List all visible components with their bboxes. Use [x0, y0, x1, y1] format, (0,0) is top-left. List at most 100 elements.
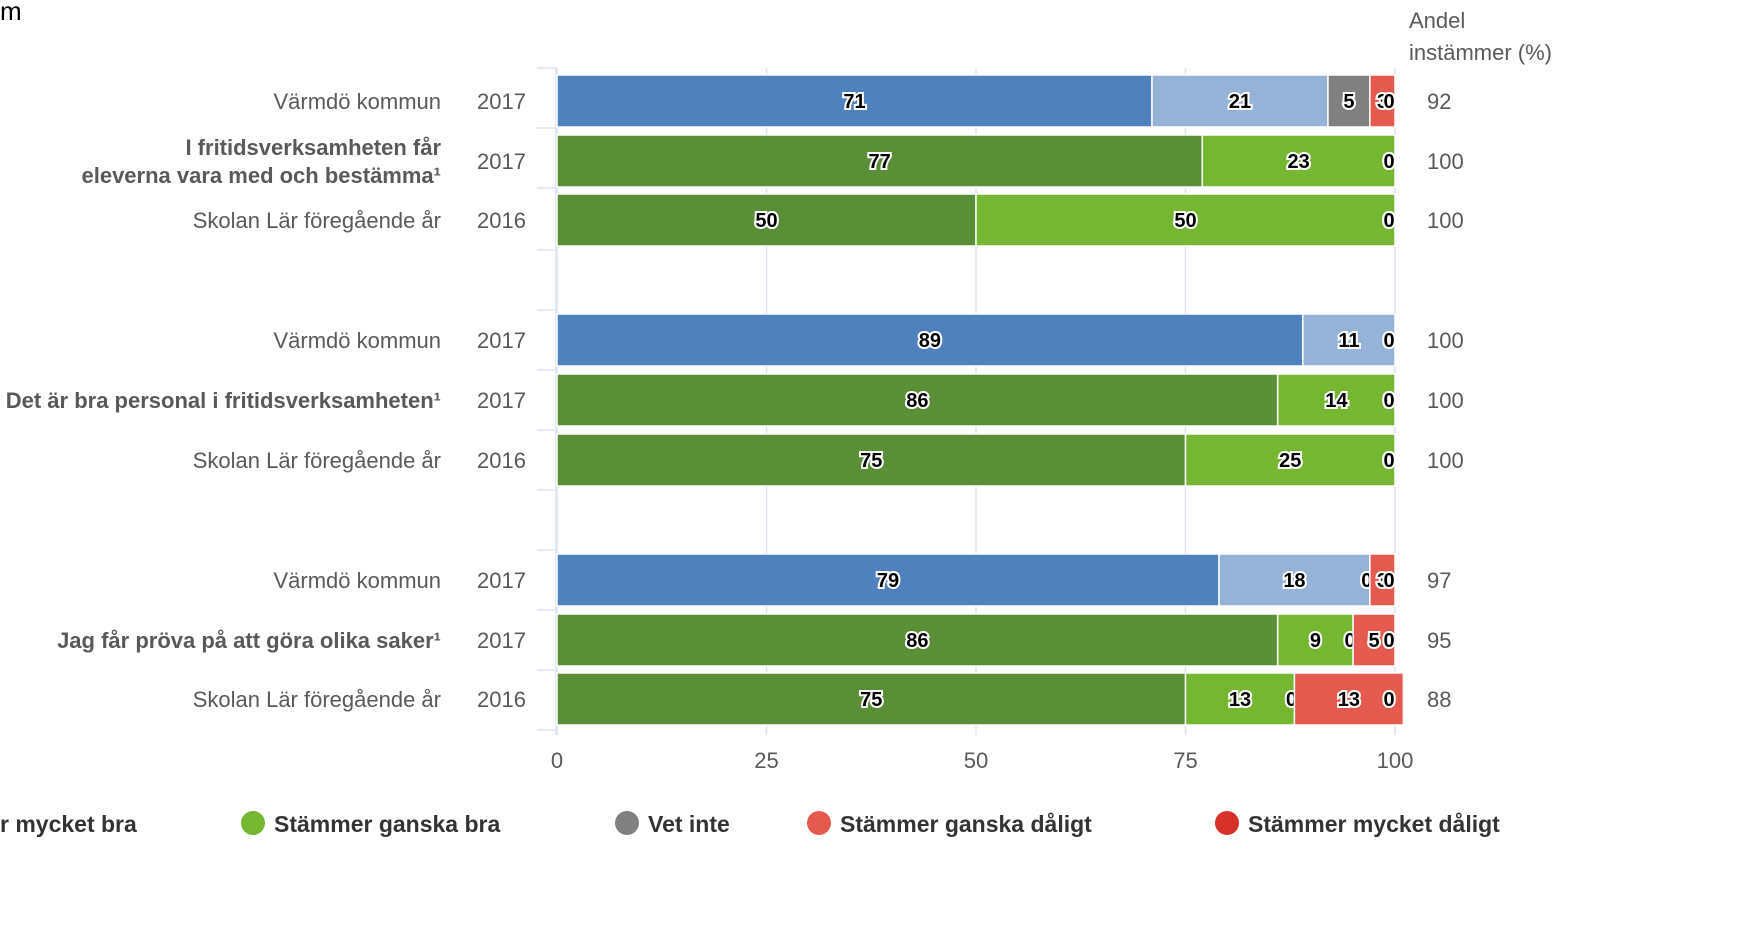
data-label: 79: [877, 570, 899, 592]
data-label: 21: [1229, 91, 1251, 113]
bar-segment-gb: [975, 193, 1396, 247]
bar-segment-gb: [1184, 672, 1296, 726]
data-label: 0: [1383, 330, 1394, 352]
data-label: 0: [1383, 210, 1394, 232]
row-name-label: Skolan Lär föregående år: [193, 208, 441, 233]
data-label: 89: [919, 330, 941, 352]
legend-label: Stämmer ganska bra: [274, 811, 500, 837]
chart-row-labels: 2017 92 Värmdö kommun 2017 100 I fritidsverks…: [6, 89, 1464, 712]
data-label: 50: [1174, 210, 1196, 232]
row-year-label: 2017: [477, 89, 526, 114]
legend-label: Stämmer mycket dåligt: [1248, 811, 1500, 837]
row-year-label: 2017: [477, 568, 526, 593]
row-year-label: 2017: [477, 149, 526, 174]
data-label: 0: [1383, 570, 1394, 592]
data-label: 5: [1368, 630, 1379, 652]
row-name-label: Skolan Lär föregående år: [193, 448, 441, 473]
row-percent-label: 100: [1427, 388, 1464, 413]
data-label: 0: [1383, 151, 1394, 173]
bar-segment-mb: [556, 373, 1279, 427]
row-percent-label: 88: [1427, 687, 1451, 712]
data-label: 0: [1383, 390, 1394, 412]
data-label: 14: [1325, 390, 1348, 412]
data-label: 23: [1288, 151, 1310, 173]
data-label: 86: [906, 630, 928, 652]
data-label: 13: [1229, 689, 1251, 711]
data-label: 0: [1383, 151, 1394, 173]
legend-label: Vet inte: [648, 811, 730, 837]
data-label: 75: [860, 450, 882, 472]
bar-segment-gd: [1352, 613, 1396, 667]
row-name-label: Värmdö kommun: [273, 328, 441, 353]
data-label: 0: [1383, 210, 1394, 232]
data-label: 0: [1383, 450, 1394, 472]
row-year-label: 2016: [477, 448, 526, 473]
question-label: eleverna vara med och bestämma¹: [81, 163, 441, 188]
bar-segment-mb: [556, 193, 977, 247]
top-text-fragment: m: [0, 0, 22, 26]
data-label: 13: [1338, 689, 1360, 711]
bar-segment-mb: [556, 313, 1304, 367]
data-label: 0: [1383, 390, 1394, 412]
chart-axis: 0 25 50 75 100: [537, 67, 1413, 773]
bar-segment-gb: [1151, 74, 1329, 128]
bar-segment-mb: [556, 672, 1187, 726]
bar-segment-gb: [1218, 553, 1371, 607]
legend-marker: [1215, 811, 1239, 835]
question-label: I fritidsverksamheten får: [185, 135, 441, 160]
data-label: 18: [1283, 570, 1305, 592]
data-label: 0: [1383, 210, 1394, 232]
legend-marker: [615, 811, 639, 835]
percent-header-line1: Andel: [1409, 8, 1465, 33]
legend-label: r mycket bra: [0, 811, 137, 837]
data-label: 0: [1383, 390, 1394, 412]
x-tick-label: 25: [754, 748, 778, 773]
percent-header-line2: instämmer (%): [1409, 40, 1552, 65]
row-percent-label: 100: [1427, 448, 1464, 473]
bar-segment-gb: [1184, 433, 1396, 487]
data-label: 75: [860, 689, 882, 711]
row-name-label: Värmdö kommun: [273, 89, 441, 114]
row-name-label: Värmdö kommun: [273, 568, 441, 593]
x-tick-label: 75: [1173, 748, 1197, 773]
bar-segment-gb: [1302, 313, 1396, 367]
bar-segment-vi: [1327, 74, 1371, 128]
x-tick-label: 50: [964, 748, 988, 773]
bar-segment-gb: [1276, 373, 1396, 427]
bar-segment-mb: [556, 74, 1153, 128]
question-label: Jag får pröva på att göra olika saker¹: [57, 628, 441, 653]
row-percent-label: 100: [1427, 149, 1464, 174]
data-label: 9: [1310, 630, 1321, 652]
data-label: 0: [1383, 91, 1394, 113]
chart-legend: r mycket bra Stämmer ganska bra Vet inte St…: [0, 811, 1500, 837]
row-percent-label: 92: [1427, 89, 1451, 114]
data-label: 0: [1383, 450, 1394, 472]
row-year-label: 2017: [477, 628, 526, 653]
row-percent-label: 100: [1427, 328, 1464, 353]
data-label: 0: [1383, 689, 1394, 711]
legend-marker: [241, 811, 265, 835]
row-year-label: 2017: [477, 388, 526, 413]
question-label: Det är bra personal i fritidsverksamhete…: [6, 388, 441, 413]
row-percent-label: 95: [1427, 628, 1451, 653]
data-label: 11: [1338, 330, 1359, 352]
row-year-label: 2016: [477, 208, 526, 233]
data-label: 3: [1377, 91, 1388, 113]
data-label: 86: [906, 390, 928, 412]
data-label: 25: [1279, 450, 1301, 472]
data-label: 71: [843, 91, 865, 113]
row-year-label: 2017: [477, 328, 526, 353]
bar-segment-gb: [1201, 134, 1396, 188]
row-name-label: Skolan Lär föregående år: [193, 687, 441, 712]
legend-marker: [807, 811, 831, 835]
data-label: 3: [1377, 570, 1388, 592]
bar-segment-gd: [1369, 74, 1396, 128]
row-percent-label: 100: [1427, 208, 1464, 233]
data-label: 77: [869, 151, 891, 173]
bar-segment-gd: [1369, 553, 1396, 607]
legend-label: Stämmer ganska dåligt: [840, 811, 1092, 837]
row-percent-label: 97: [1427, 568, 1451, 593]
row-year-label: 2016: [477, 687, 526, 712]
